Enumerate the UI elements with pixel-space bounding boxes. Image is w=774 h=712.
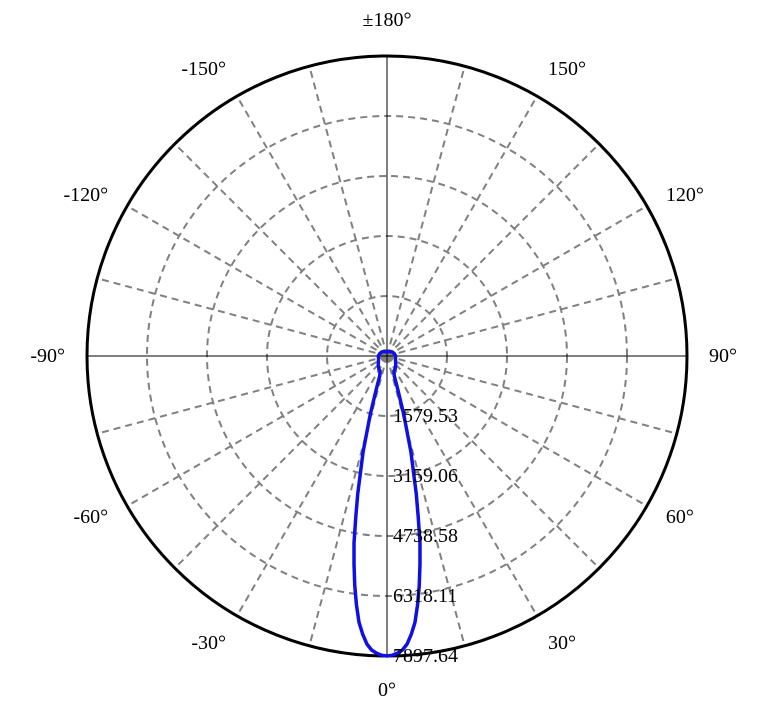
angle-label: 120° <box>666 184 704 206</box>
angle-label: -60° <box>73 506 108 528</box>
grid-spoke <box>387 278 677 356</box>
angle-label: -120° <box>63 184 108 206</box>
angle-label: 0° <box>378 679 396 701</box>
angle-label: -90° <box>30 345 65 367</box>
angle-label: 90° <box>709 345 737 367</box>
polar-chart: 1579.53 3159.06 4738.58 6318.11 7897.64 ±180°… <box>0 0 774 712</box>
grid-spoke <box>175 144 387 356</box>
radial-tick-label: 6318.11 <box>393 585 457 607</box>
angle-label: 150° <box>548 58 586 80</box>
grid-spoke <box>387 144 599 356</box>
grid-spoke <box>387 206 647 356</box>
angle-label: 30° <box>548 632 576 654</box>
radial-labels: 1579.53 3159.06 4738.58 6318.11 7897.64 <box>393 405 458 667</box>
grid-spoke <box>127 206 387 356</box>
radial-tick-label: 4738.58 <box>393 525 458 547</box>
angle-label: 60° <box>666 506 694 528</box>
grid-spoke <box>309 66 387 356</box>
grid-spoke <box>237 356 387 616</box>
radial-tick-label: 1579.53 <box>393 405 458 427</box>
grid-spoke <box>237 96 387 356</box>
radial-tick-label: 3159.06 <box>393 465 458 487</box>
angle-label: ±180° <box>363 9 412 31</box>
grid-spoke <box>387 96 537 356</box>
radial-tick-label: 7897.64 <box>393 645 458 667</box>
angle-label: -150° <box>181 58 226 80</box>
grid-spoke <box>387 66 465 356</box>
grid-spoke <box>97 278 387 356</box>
angle-label: -30° <box>191 632 226 654</box>
grid-spoke <box>97 356 387 434</box>
grid-spoke <box>127 356 387 506</box>
polar-axes <box>87 56 687 656</box>
